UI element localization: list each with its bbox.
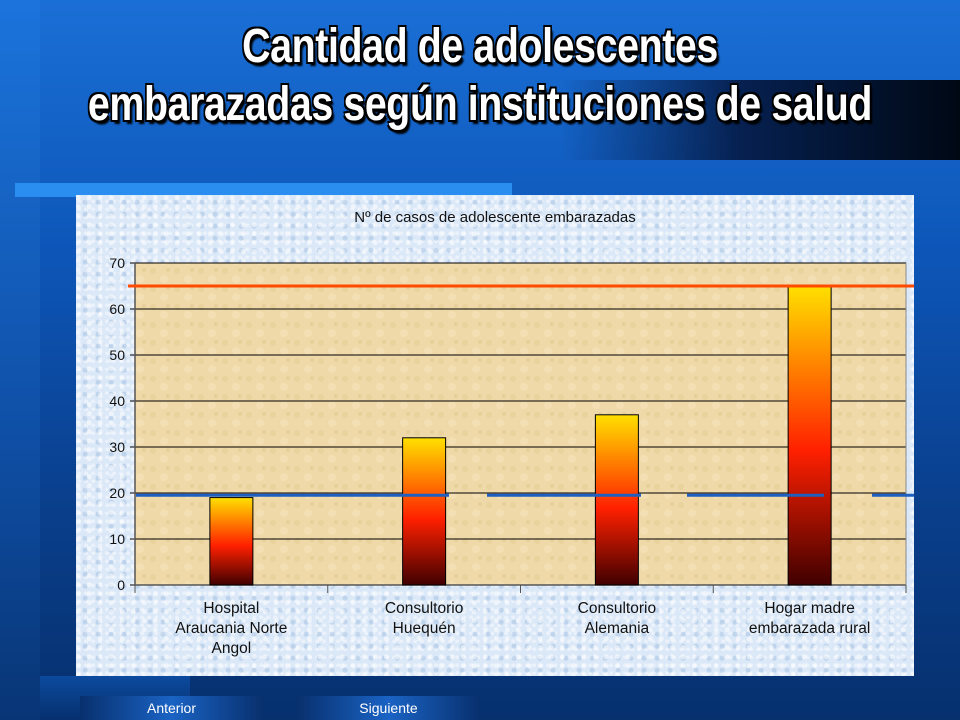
y-tick-label: 0 bbox=[117, 577, 125, 593]
x-category-label: Hogar madre embarazada rural bbox=[749, 600, 870, 637]
chart-title: Nº de casos de adolescente embarazadas bbox=[354, 209, 636, 226]
x-category-label: Hospital Araucania Norte Angol bbox=[175, 600, 287, 657]
decorative-light-bar bbox=[15, 183, 512, 197]
previous-button[interactable]: Anterior bbox=[80, 696, 263, 720]
y-tick-label: 50 bbox=[109, 347, 125, 363]
bar bbox=[402, 437, 447, 586]
y-tick-label: 70 bbox=[109, 255, 125, 271]
title-dark-band bbox=[560, 80, 960, 160]
plot-area bbox=[135, 263, 906, 585]
bar-chart: 0 10 20 30 40 50 60 70 Hospital Araucania Norte An… bbox=[109, 255, 914, 657]
y-tick-label: 20 bbox=[109, 485, 125, 501]
chart-panel: Nº de casos de adolescente embarazadas 0… bbox=[76, 195, 914, 676]
y-tick-label: 40 bbox=[109, 393, 125, 409]
bar bbox=[594, 414, 639, 586]
next-button[interactable]: Siguiente bbox=[297, 696, 480, 720]
slide-title-line-2: embarazadas según instituciones de salud bbox=[87, 78, 873, 131]
x-category-label: Consultorio Huequén bbox=[385, 600, 463, 637]
bar bbox=[787, 285, 832, 586]
y-tick-label: 60 bbox=[109, 301, 125, 317]
slide-title: Cantidad de adolescentes embarazadas seg… bbox=[86, 18, 873, 134]
slide-title-line-1: Cantidad de adolescentes bbox=[242, 20, 718, 73]
x-category-label: Consultorio Alemania bbox=[578, 600, 656, 637]
bar bbox=[209, 497, 254, 586]
y-tick-label: 30 bbox=[109, 439, 125, 455]
left-decorative-strip bbox=[0, 0, 40, 720]
y-tick-label: 10 bbox=[109, 531, 125, 547]
